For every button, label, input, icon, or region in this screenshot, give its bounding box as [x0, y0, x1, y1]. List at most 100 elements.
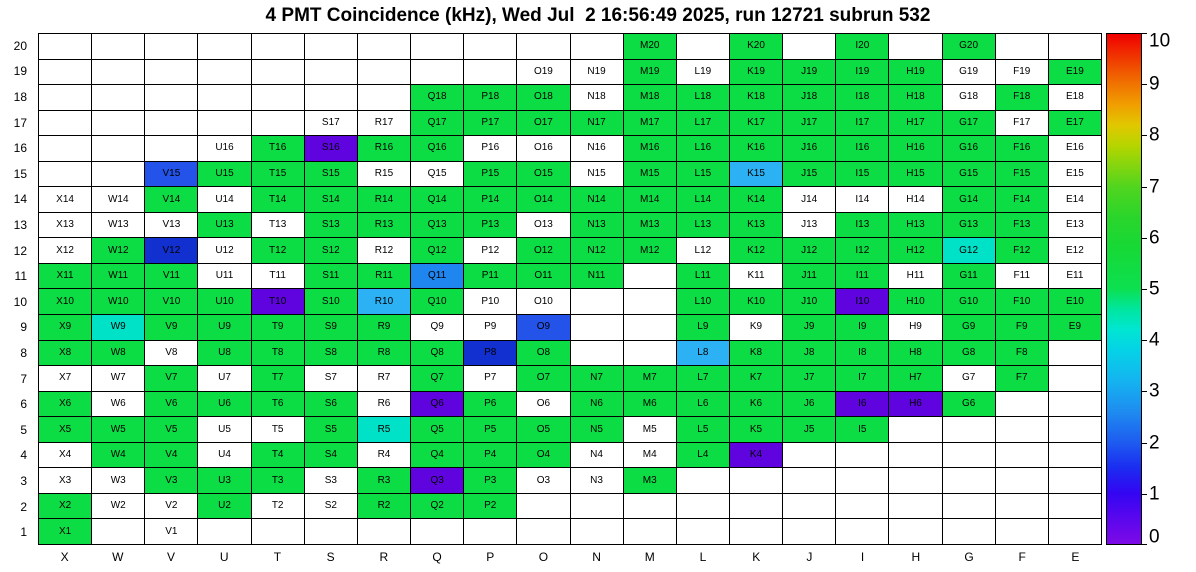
heatmap-cell-K13: K13 [729, 212, 784, 239]
heatmap-cell-U14: U14 [198, 187, 252, 213]
heatmap-cell-I6: I6 [836, 391, 890, 418]
heatmap-cell-Q14: Q14 [411, 187, 465, 213]
heatmap-cell-empty [676, 468, 730, 494]
heatmap-cell-empty [836, 442, 890, 469]
heatmap-cell-empty [92, 136, 146, 162]
heatmap-cell-empty [1048, 442, 1102, 469]
heatmap-cell-empty [304, 34, 358, 60]
heatmap-cell-X12: X12 [39, 238, 93, 264]
heatmap-cell-M7: M7 [623, 366, 677, 392]
colorbar-ticks [1142, 33, 1148, 545]
heatmap-cell-O14: O14 [517, 187, 571, 213]
heatmap-cell-Q7: Q7 [411, 366, 465, 392]
heatmap-cell-V2: V2 [145, 493, 199, 520]
heatmap-cell-L10: L10 [676, 289, 730, 316]
heatmap-cell-V5: V5 [145, 417, 199, 443]
heatmap-cell-empty [92, 519, 146, 545]
heatmap-cell-H8: H8 [889, 340, 943, 367]
heatmap-cell-empty [198, 110, 252, 137]
heatmap-cell-F18: F18 [995, 85, 1049, 111]
heatmap-cell-empty [570, 493, 624, 520]
heatmap-cell-Q2: Q2 [411, 493, 465, 520]
heatmap-cell-empty [1048, 340, 1102, 367]
heatmap-cell-R17: R17 [357, 110, 412, 137]
heatmap-cell-Q11: Q11 [411, 263, 465, 290]
heatmap-cell-V12: V12 [145, 238, 199, 264]
colorbar-tick-mark [1142, 237, 1147, 239]
y-axis-tick-1: 1 [20, 525, 27, 540]
heatmap-cell-J6: J6 [783, 391, 837, 418]
heatmap-cell-N12: N12 [570, 238, 624, 264]
colorbar-tick-mark [1142, 84, 1147, 86]
heatmap-cell-I15: I15 [836, 161, 890, 188]
heatmap-cell-S3: S3 [304, 468, 358, 494]
heatmap-cell-G12: G12 [942, 238, 996, 264]
heatmap-cell-U7: U7 [198, 366, 252, 392]
heatmap-cell-S8: S8 [304, 340, 358, 367]
heatmap-cell-empty [995, 519, 1049, 545]
heatmap-cell-empty [836, 493, 890, 520]
heatmap-cell-O19: O19 [517, 59, 571, 86]
heatmap-cell-empty [942, 442, 996, 469]
heatmap-cell-H9: H9 [889, 315, 943, 341]
heatmap-cell-L13: L13 [676, 212, 730, 239]
y-axis-tick-11: 11 [14, 269, 27, 284]
heatmap-cell-empty [39, 161, 93, 188]
heatmap-cell-W2: W2 [92, 493, 146, 520]
heatmap-cell-I16: I16 [836, 136, 890, 162]
heatmap-cell-K6: K6 [729, 391, 784, 418]
heatmap-cell-empty [942, 519, 996, 545]
heatmap-cell-V9: V9 [145, 315, 199, 341]
heatmap-cell-F9: F9 [995, 315, 1049, 341]
heatmap-cell-Q6: Q6 [411, 391, 465, 418]
colorbar-tick-label-6: 6 [1149, 227, 1160, 249]
y-axis-tick-15: 15 [13, 166, 27, 181]
y-axis-tick-6: 6 [20, 397, 27, 412]
heatmap-cell-G19: G19 [942, 59, 996, 86]
x-axis-tick-I: I [860, 550, 865, 564]
x-axis-tick-W: W [112, 550, 124, 564]
heatmap-cell-L9: L9 [676, 315, 730, 341]
heatmap-cell-R9: R9 [357, 315, 412, 341]
heatmap-cell-P16: P16 [464, 136, 518, 162]
heatmap-cell-U3: U3 [198, 468, 252, 494]
heatmap-cell-N4: N4 [570, 442, 624, 469]
heatmap-cell-H7: H7 [889, 366, 943, 392]
heatmap-cell-K7: K7 [729, 366, 784, 392]
y-axis-tick-18: 18 [13, 89, 27, 104]
heatmap-cell-R8: R8 [357, 340, 412, 367]
heatmap-cell-E12: E12 [1048, 238, 1102, 264]
heatmap-cell-empty [783, 442, 837, 469]
heatmap-cell-I20: I20 [836, 34, 890, 60]
heatmap-cell-F11: F11 [995, 263, 1049, 290]
heatmap-cell-P8: P8 [464, 340, 518, 367]
x-axis-tick-L: L [699, 550, 707, 564]
x-axis-tick-X: X [60, 550, 69, 564]
heatmap-cell-L8: L8 [676, 340, 730, 367]
heatmap-cell-T14: T14 [251, 187, 305, 213]
heatmap-cell-O6: O6 [517, 391, 571, 418]
colorbar-tick-label-8: 8 [1149, 124, 1160, 146]
heatmap-cell-L5: L5 [676, 417, 730, 443]
colorbar-tick-labels: 10 9 8 7 6 5 4 3 2 1 0 [1149, 30, 1193, 548]
colorbar-tick-label-10: 10 [1149, 30, 1171, 52]
heatmap-cell-N6: N6 [570, 391, 624, 418]
heatmap-cell-T6: T6 [251, 391, 305, 418]
heatmap-cell-N16: N16 [570, 136, 624, 162]
heatmap-cell-U15: U15 [198, 161, 252, 188]
heatmap-cell-H11: H11 [889, 263, 943, 290]
heatmap-cell-K9: K9 [729, 315, 784, 341]
heatmap-cell-empty [304, 519, 358, 545]
heatmap-cell-P11: P11 [464, 263, 518, 290]
x-axis-tick-V: V [166, 550, 175, 564]
colorbar-tick-label-0: 0 [1149, 526, 1160, 548]
heatmap-cell-T4: T4 [251, 442, 305, 469]
heatmap-cell-S14: S14 [304, 187, 358, 213]
x-axis-tick-G: G [964, 550, 974, 564]
heatmap-cell-I13: I13 [836, 212, 890, 239]
heatmap-cell-M5: M5 [623, 417, 677, 443]
heatmap-cell-O7: O7 [517, 366, 571, 392]
heatmap-cell-O12: O12 [517, 238, 571, 264]
y-axis-tick-4: 4 [20, 448, 27, 463]
heatmap-cell-T12: T12 [251, 238, 305, 264]
